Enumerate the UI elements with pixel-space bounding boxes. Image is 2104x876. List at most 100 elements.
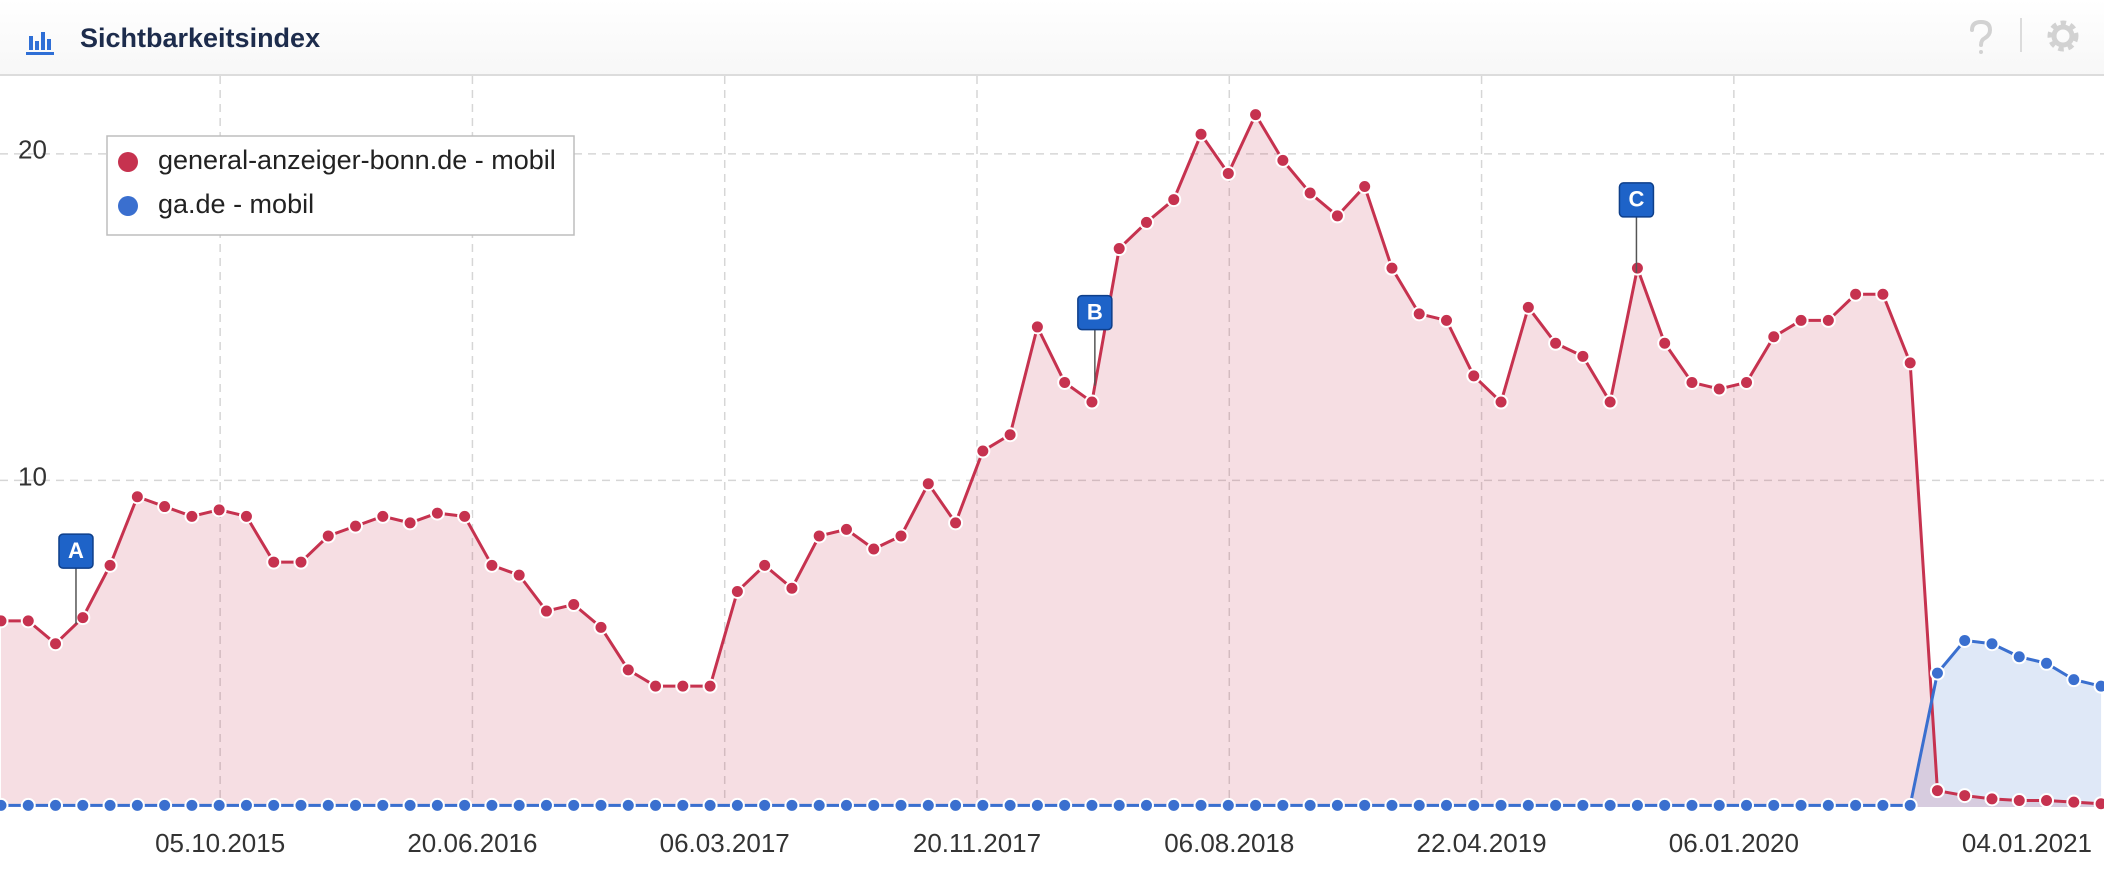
data-point xyxy=(838,797,854,813)
data-point xyxy=(1984,636,2000,652)
x-tick-label: 22.04.2019 xyxy=(1416,828,1546,858)
data-point xyxy=(1357,797,1373,813)
chart-title: Sichtbarkeitsindex xyxy=(80,23,320,53)
data-point xyxy=(1220,165,1236,181)
data-point xyxy=(620,662,636,678)
x-tick-label: 06.03.2017 xyxy=(660,828,790,858)
data-point xyxy=(702,678,718,694)
data-point xyxy=(675,678,691,694)
data-point xyxy=(2039,792,2055,808)
data-point xyxy=(1902,797,1918,813)
data-point xyxy=(1766,329,1782,345)
data-point xyxy=(102,557,118,573)
legend: general-anzeiger-bonn.de - mobil ga.de - … xyxy=(106,135,575,236)
y-tick-label: 20 xyxy=(18,135,47,165)
data-point xyxy=(0,797,9,813)
data-point xyxy=(1875,286,1891,302)
data-point xyxy=(429,797,445,813)
data-point xyxy=(1929,665,1945,681)
data-point xyxy=(1602,394,1618,410)
data-point xyxy=(538,797,554,813)
data-point xyxy=(293,797,309,813)
data-point xyxy=(238,797,254,813)
data-point xyxy=(1166,192,1182,208)
data-point xyxy=(484,797,500,813)
data-point xyxy=(2011,649,2027,665)
data-point xyxy=(348,797,364,813)
data-point xyxy=(1275,797,1291,813)
data-point xyxy=(1875,797,1891,813)
data-point xyxy=(1084,394,1100,410)
data-point xyxy=(648,797,664,813)
data-point xyxy=(975,797,991,813)
data-point xyxy=(457,508,473,524)
data-point xyxy=(1548,335,1564,351)
legend-label: general-anzeiger-bonn.de - mobil xyxy=(158,145,556,175)
data-point xyxy=(729,797,745,813)
header xyxy=(0,0,2104,75)
data-point xyxy=(866,541,882,557)
data-point xyxy=(648,678,664,694)
data-point xyxy=(1166,797,1182,813)
data-point xyxy=(1766,797,1782,813)
data-point xyxy=(1193,126,1209,142)
data-point xyxy=(1684,374,1700,390)
data-point xyxy=(784,580,800,596)
data-point xyxy=(1302,185,1318,201)
annotation-flag xyxy=(1077,294,1113,331)
data-point xyxy=(157,499,173,515)
data-point xyxy=(75,797,91,813)
annotation-label: B xyxy=(1087,299,1103,324)
data-point xyxy=(538,603,554,619)
chart-icon xyxy=(26,32,54,55)
data-point xyxy=(2039,655,2055,671)
data-point xyxy=(1057,374,1073,390)
data-point xyxy=(238,508,254,524)
data-point xyxy=(948,515,964,531)
data-point xyxy=(893,797,909,813)
help-icon[interactable] xyxy=(1970,19,1993,54)
data-point xyxy=(811,797,827,813)
data-point xyxy=(511,797,527,813)
data-point xyxy=(1575,348,1591,364)
data-point xyxy=(1002,427,1018,443)
legend-marker xyxy=(118,196,138,216)
data-point xyxy=(48,636,64,652)
data-point xyxy=(48,797,64,813)
data-point xyxy=(457,797,473,813)
data-point xyxy=(320,797,336,813)
data-point xyxy=(102,797,118,813)
data-point xyxy=(402,797,418,813)
data-point xyxy=(566,797,582,813)
data-point xyxy=(1820,312,1836,328)
settings-icon[interactable] xyxy=(2047,20,2079,52)
data-point xyxy=(1111,797,1127,813)
data-point xyxy=(1138,797,1154,813)
data-point xyxy=(1602,797,1618,813)
data-point xyxy=(1902,355,1918,371)
data-point xyxy=(948,797,964,813)
data-point xyxy=(1848,286,1864,302)
data-point xyxy=(702,797,718,813)
data-point xyxy=(211,797,227,813)
data-point xyxy=(1548,797,1564,813)
data-point xyxy=(866,797,882,813)
data-point xyxy=(893,528,909,544)
data-point xyxy=(1220,797,1236,813)
data-point xyxy=(1329,208,1345,224)
data-point xyxy=(129,489,145,505)
series-area xyxy=(0,114,2102,808)
data-point xyxy=(1411,306,1427,322)
data-point xyxy=(20,613,36,629)
data-point xyxy=(1657,335,1673,351)
data-point xyxy=(1302,797,1318,813)
data-point xyxy=(1248,797,1264,813)
data-point xyxy=(975,443,991,459)
data-point xyxy=(348,518,364,534)
data-point xyxy=(2093,796,2104,812)
data-point xyxy=(1520,797,1536,813)
data-point xyxy=(1275,152,1291,168)
data-point xyxy=(1357,179,1373,195)
data-point xyxy=(320,528,336,544)
